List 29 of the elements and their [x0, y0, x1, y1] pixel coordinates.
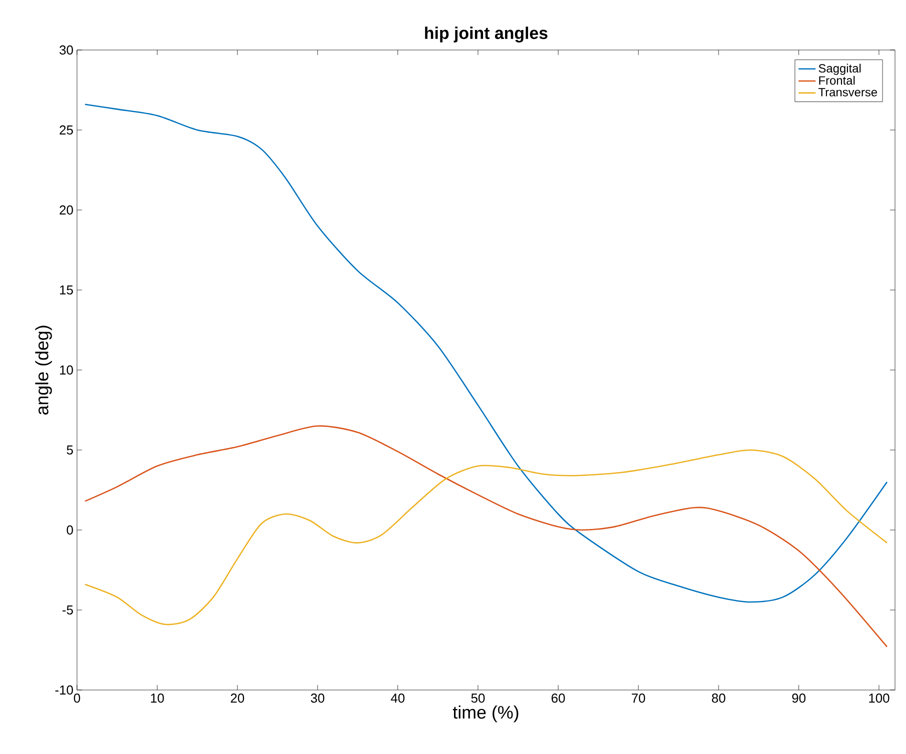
y-tick-label: 10: [60, 365, 73, 375]
x-tick-label: 80: [712, 694, 726, 703]
y-tick-label: 15: [60, 285, 73, 295]
y-tick-label: -10: [55, 685, 73, 695]
y-tick-label: 5: [66, 445, 73, 455]
legend-label: Transverse: [818, 88, 878, 96]
y-tick-label: 0: [66, 525, 73, 535]
line-series: [84, 449, 888, 626]
chart-title: hip joint angles: [425, 26, 548, 43]
x-tick-label: 90: [792, 694, 806, 703]
y-tick-label: 25: [60, 125, 73, 135]
line-series: [84, 425, 888, 648]
x-tick-label: 60: [552, 694, 565, 703]
y-tick-label: 30: [60, 45, 73, 55]
x-tick-label: 10: [150, 694, 164, 703]
x-tick-label: 20: [230, 694, 244, 703]
x-tick-label: 40: [390, 694, 404, 703]
y-tick-label: 20: [60, 205, 73, 215]
legend-label: Frontal: [819, 76, 855, 85]
x-axis-title: time (%): [452, 706, 518, 722]
y-tick-label: -5: [62, 605, 73, 615]
legend-label: Saggital: [818, 64, 861, 75]
y-axis-title: angle (deg): [35, 326, 52, 415]
x-tick-label: 30: [310, 694, 324, 703]
x-tick-label: 0: [74, 694, 80, 703]
x-tick-label: 50: [471, 694, 485, 703]
x-tick-label: 70: [632, 694, 646, 703]
x-tick-label: 100: [869, 694, 890, 703]
line-series: [84, 104, 888, 603]
